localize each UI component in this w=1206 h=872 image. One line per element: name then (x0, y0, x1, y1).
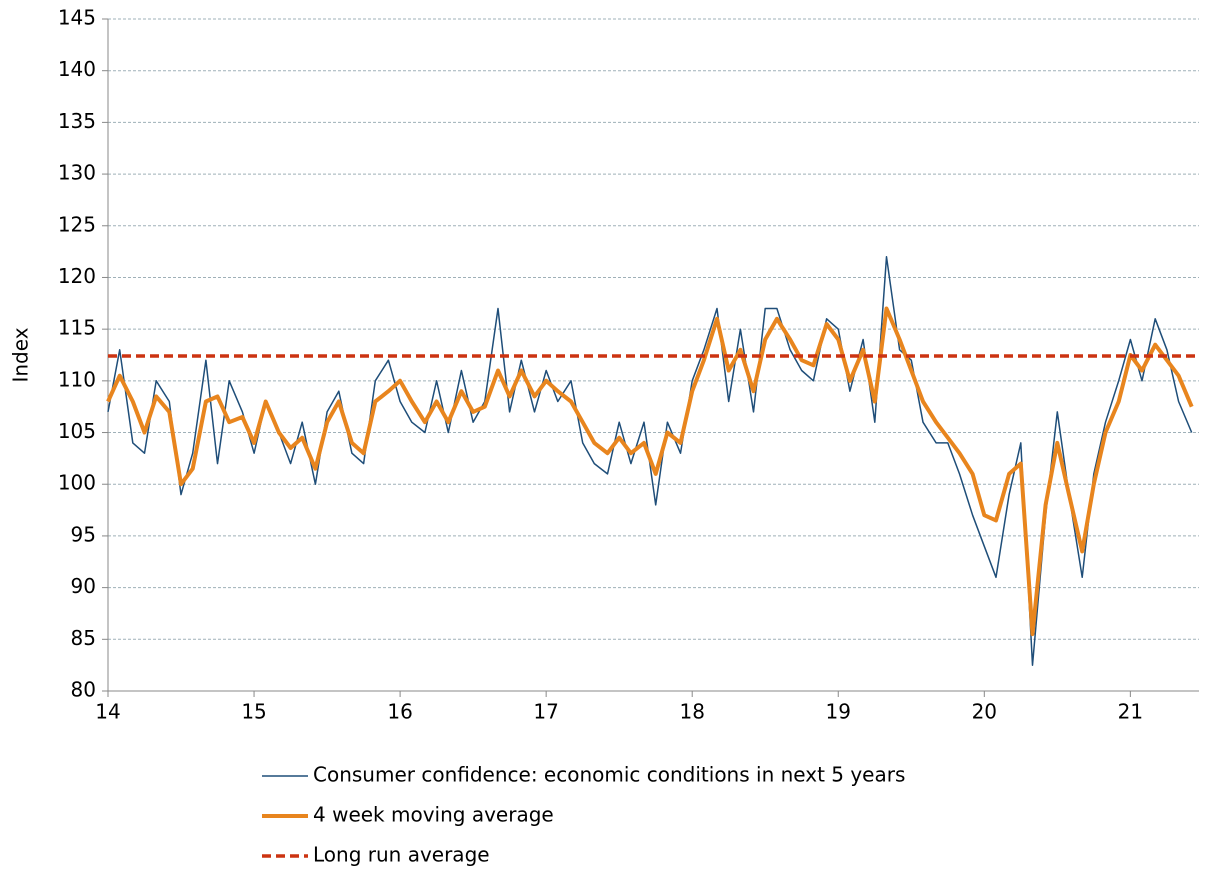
x-tick-label: 16 (387, 700, 412, 724)
y-tick-label: 100 (58, 471, 96, 495)
x-tick-label: 20 (972, 700, 997, 724)
legend-label: Long run average (313, 843, 490, 867)
y-tick-label: 105 (58, 419, 96, 443)
y-tick-label: 95 (71, 522, 96, 546)
x-tick-label: 18 (679, 700, 704, 724)
y-axis-label: Index (9, 327, 33, 382)
y-tick-label: 130 (58, 161, 96, 185)
legend-label: Consumer confidence: economic conditions… (313, 763, 905, 787)
x-tick-label: 19 (826, 700, 851, 724)
y-tick-label: 115 (58, 316, 96, 340)
y-tick-label: 135 (58, 109, 96, 133)
x-tick-label: 15 (241, 700, 266, 724)
x-tick-label: 17 (533, 700, 558, 724)
legend-label: 4 week moving average (313, 803, 554, 827)
y-tick-label: 125 (58, 212, 96, 236)
y-tick-label: 145 (58, 6, 96, 30)
y-tick-label: 85 (71, 626, 96, 650)
y-tick-label: 120 (58, 264, 96, 288)
series-line (106, 306, 1194, 637)
x-tick-label: 21 (1118, 700, 1143, 724)
y-tick-label: 140 (58, 57, 96, 81)
y-tick-label: 80 (71, 678, 96, 702)
x-tick-label: 14 (95, 700, 120, 724)
y-tick-label: 110 (58, 367, 96, 391)
y-tick-label: 90 (71, 574, 96, 598)
